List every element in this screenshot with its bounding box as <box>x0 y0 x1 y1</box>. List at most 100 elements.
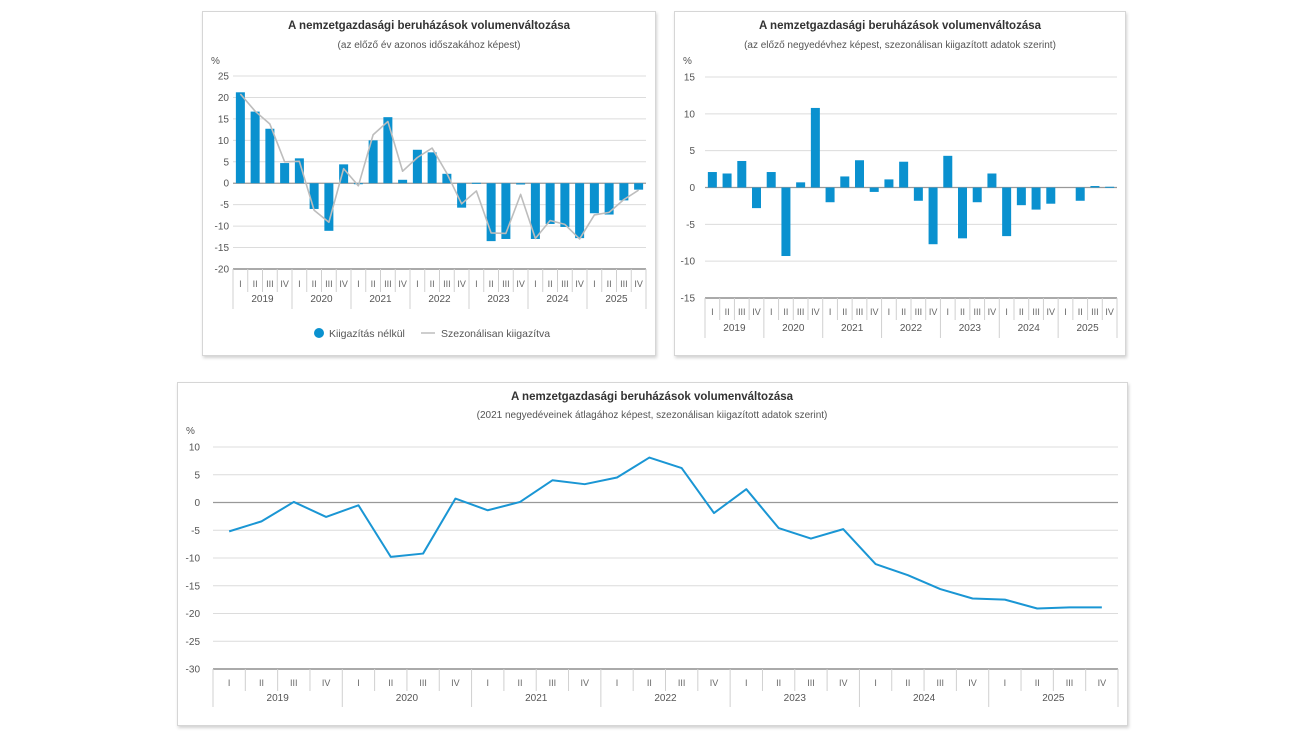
x-quarter-label: III <box>419 678 427 688</box>
x-quarter-label: I <box>1064 307 1067 317</box>
chart-panel-2021-base: A nemzetgazdasági beruházások volumenvál… <box>177 382 1128 726</box>
x-quarter-label: IV <box>710 678 719 688</box>
line-series <box>228 456 1102 610</box>
bar <box>987 173 997 188</box>
bar <box>457 183 467 208</box>
y-tick-label: 5 <box>223 157 229 168</box>
chart-panel-yoy: A nemzetgazdasági beruházások volumenvál… <box>202 11 656 356</box>
y-tick-label: 5 <box>689 146 695 157</box>
y-tick-label: 10 <box>684 109 696 120</box>
x-quarter-label: I <box>1004 678 1007 688</box>
chart-qoq: A nemzetgazdasági beruházások volumenvál… <box>681 20 1118 338</box>
x-quarter-label: IV <box>580 678 589 688</box>
x-quarter-label: IV <box>811 307 820 317</box>
x-quarter-label: II <box>312 279 317 289</box>
x-quarter-label: III <box>620 279 628 289</box>
x-quarter-label: III <box>290 678 298 688</box>
x-quarter-label: II <box>647 678 652 688</box>
y-tick-label: 10 <box>218 136 230 147</box>
x-quarter-label: I <box>874 678 877 688</box>
y-axis-unit: % <box>211 56 220 67</box>
x-quarter-label: II <box>253 279 258 289</box>
bar <box>1002 187 1012 237</box>
x-quarter-label: IV <box>398 279 407 289</box>
x-year-label: 2019 <box>267 693 290 704</box>
x-year-label: 2022 <box>900 323 923 334</box>
bar <box>1090 186 1100 188</box>
y-tick-label: 20 <box>218 93 230 104</box>
bar <box>810 107 820 188</box>
bar <box>560 183 570 227</box>
x-quarter-label: IV <box>575 279 584 289</box>
bar <box>486 183 496 242</box>
x-year-label: 2021 <box>369 294 392 305</box>
x-quarter-label: III <box>856 307 864 317</box>
bar <box>752 187 761 209</box>
bar <box>265 128 275 184</box>
x-quarter-label: I <box>486 678 489 688</box>
chart-title: A nemzetgazdasági beruházások volumenvál… <box>511 391 794 403</box>
y-tick-label: -20 <box>215 265 230 276</box>
x-year-label: 2024 <box>1018 323 1041 334</box>
y-tick-label: -5 <box>686 220 695 231</box>
x-quarter-label: III <box>1066 678 1074 688</box>
y-tick-label: -20 <box>186 609 201 620</box>
x-year-label: 2023 <box>784 693 807 704</box>
x-quarter-label: I <box>357 678 360 688</box>
bar <box>516 183 526 185</box>
x-year-label: 2019 <box>723 323 746 334</box>
bar <box>943 155 953 188</box>
chart-title: A nemzetgazdasági beruházások volumenvál… <box>759 20 1042 32</box>
bar <box>604 183 614 215</box>
x-quarter-label: III <box>973 307 981 317</box>
legend-label-line[interactable]: Szezonálisan kiigazítva <box>441 328 550 340</box>
x-quarter-label: I <box>416 279 419 289</box>
x-quarter-label: III <box>561 279 569 289</box>
x-quarter-label: I <box>888 307 891 317</box>
x-year-label: 2023 <box>959 323 982 334</box>
bar <box>575 183 585 239</box>
x-quarter-label: I <box>947 307 950 317</box>
x-quarter-label: I <box>616 678 619 688</box>
y-tick-label: -5 <box>220 200 229 211</box>
bar <box>398 179 408 184</box>
x-quarter-label: I <box>593 279 596 289</box>
bar <box>899 161 909 188</box>
bar <box>383 117 393 184</box>
x-quarter-label: I <box>711 307 714 317</box>
bar <box>972 187 982 203</box>
bar <box>1016 187 1026 206</box>
x-quarter-label: III <box>549 678 557 688</box>
bar <box>1075 187 1085 201</box>
x-year-label: 2023 <box>487 294 510 305</box>
x-quarter-label: II <box>725 307 730 317</box>
bar <box>339 164 349 184</box>
bar <box>471 182 481 184</box>
x-year-label: 2020 <box>782 323 805 334</box>
bar <box>280 163 290 184</box>
legend-marker-bar <box>314 328 324 338</box>
x-quarter-label: III <box>266 279 274 289</box>
bar <box>634 183 644 190</box>
x-quarter-label: I <box>534 279 537 289</box>
x-quarter-label: II <box>960 307 965 317</box>
x-quarter-label: II <box>371 279 376 289</box>
bar <box>840 176 850 188</box>
x-quarter-label: I <box>239 279 242 289</box>
x-quarter-label: II <box>489 279 494 289</box>
legend-label-bar[interactable]: Kiigazítás nélkül <box>329 328 405 340</box>
x-quarter-label: II <box>1078 307 1083 317</box>
x-quarter-label: II <box>842 307 847 317</box>
x-quarter-label: IV <box>322 678 331 688</box>
y-tick-label: 0 <box>689 183 695 194</box>
bar <box>825 187 835 203</box>
bar <box>796 182 806 188</box>
y-tick-label: -15 <box>186 581 201 592</box>
chart-title: A nemzetgazdasági beruházások volumenvál… <box>288 20 571 32</box>
x-quarter-label: I <box>745 678 748 688</box>
x-quarter-label: III <box>384 279 392 289</box>
bar <box>884 179 894 188</box>
x-quarter-label: IV <box>839 678 848 688</box>
y-tick-label: -10 <box>681 257 696 268</box>
x-quarter-label: III <box>915 307 923 317</box>
